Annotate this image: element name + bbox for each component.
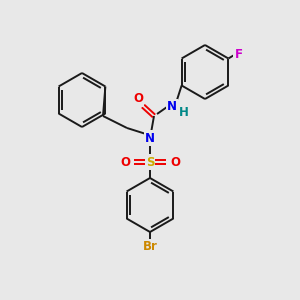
- Text: S: S: [146, 155, 154, 169]
- Text: N: N: [145, 131, 155, 145]
- Text: O: O: [170, 155, 180, 169]
- Text: F: F: [234, 48, 242, 61]
- Text: N: N: [167, 100, 177, 113]
- Text: Br: Br: [142, 241, 158, 254]
- Text: H: H: [179, 106, 189, 118]
- Text: O: O: [120, 155, 130, 169]
- Text: O: O: [133, 92, 143, 106]
